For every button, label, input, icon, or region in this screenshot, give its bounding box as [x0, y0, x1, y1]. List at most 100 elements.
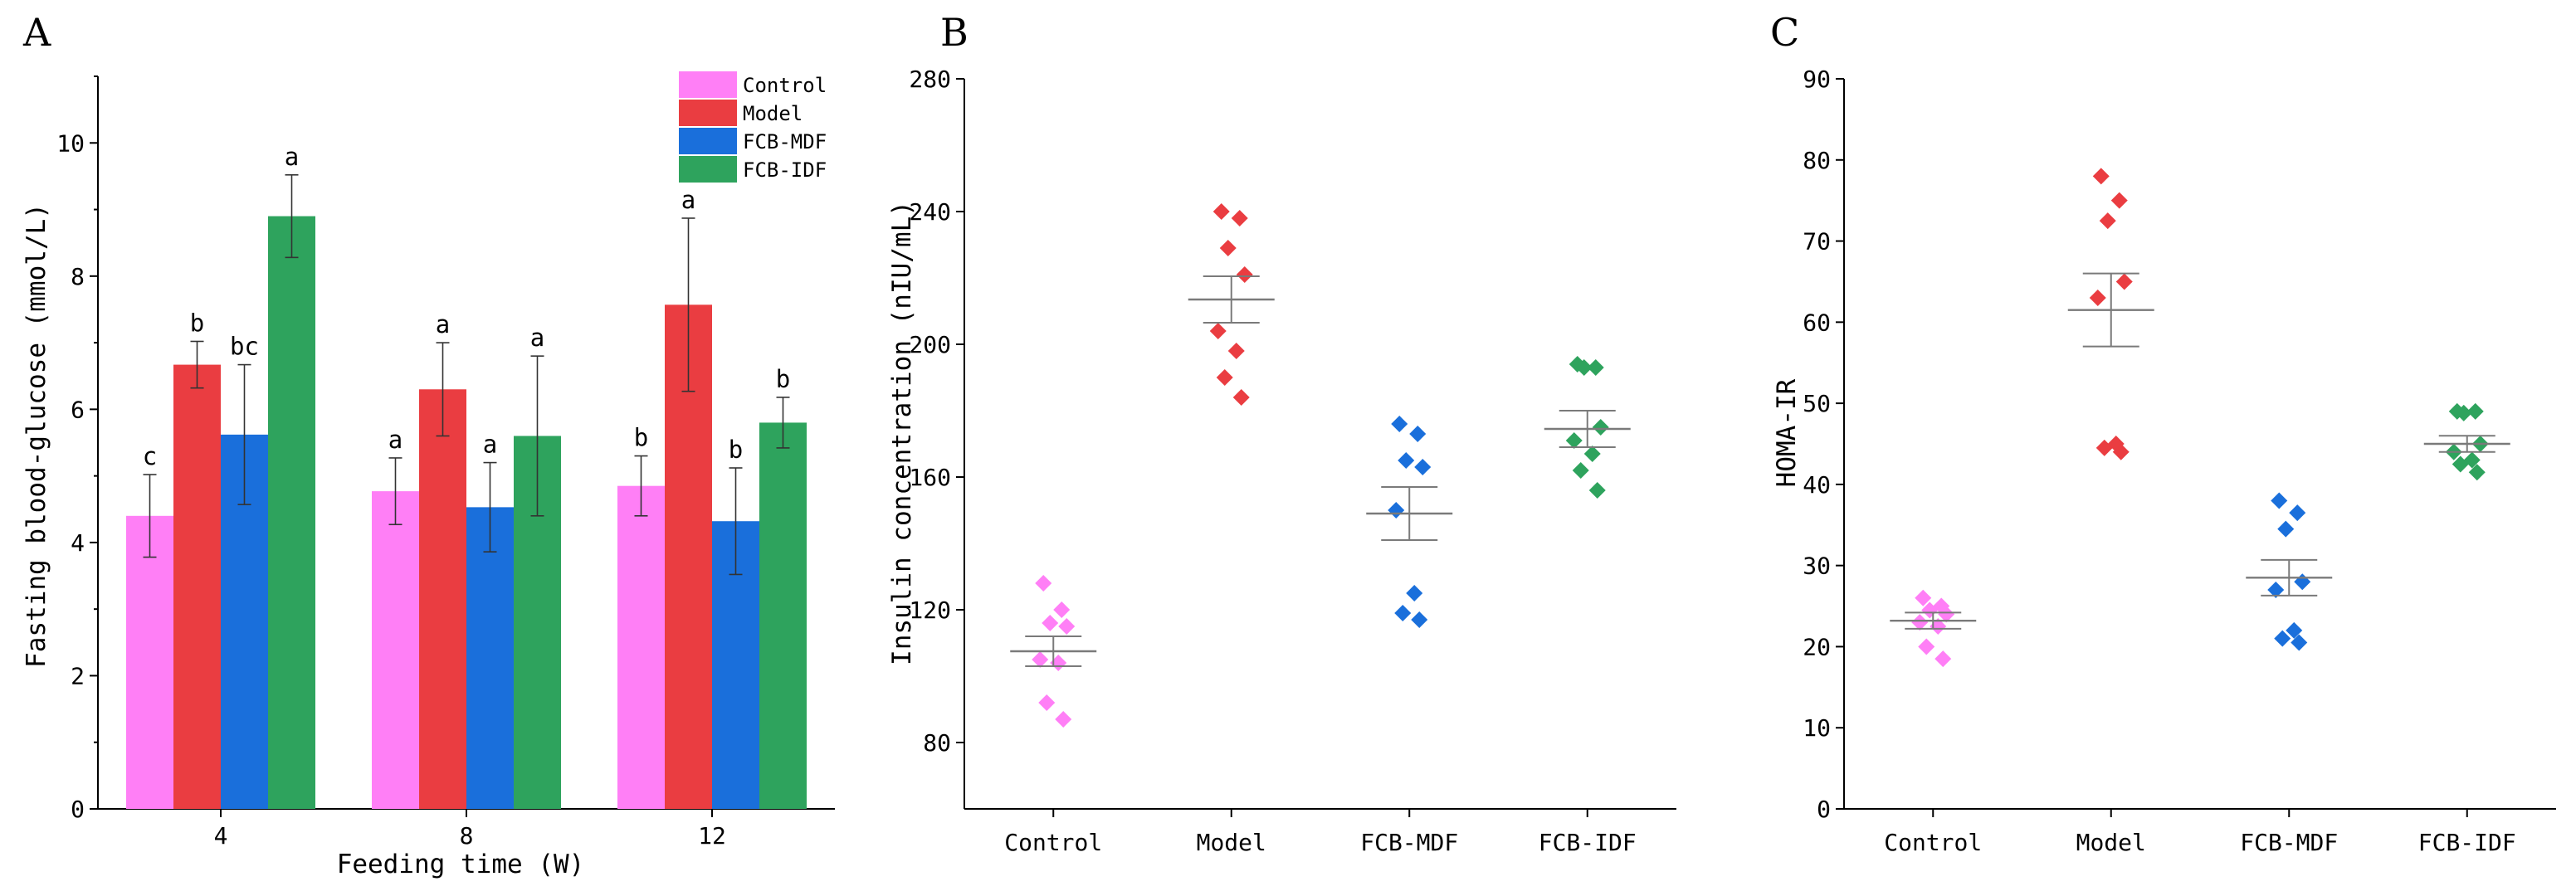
data-point-fcb-idf	[1583, 446, 1601, 462]
data-point-model	[1216, 369, 1233, 386]
data-point-control	[1058, 618, 1076, 635]
bar-fcb-idf-4w	[268, 216, 315, 809]
panel-c-y-tick-label: 40	[1803, 471, 1831, 499]
panel-c-y-tick-label: 10	[1803, 714, 1831, 742]
data-point-fcb-idf	[1587, 359, 1604, 376]
data-point-fcb-idf	[2455, 404, 2472, 421]
panel-c-x-tick-label: FCB-IDF	[2418, 829, 2516, 856]
panel-c-y-tick-label: 50	[1803, 390, 1831, 417]
data-point-fcb-mdf	[2271, 492, 2288, 509]
legend-swatch-fcb-mdf	[679, 128, 737, 154]
legend-label-fcb-mdf: FCB-MDF	[743, 130, 827, 153]
data-point-control	[1038, 694, 1056, 711]
panel-a-label: A	[22, 10, 51, 55]
data-point-control	[1911, 614, 1929, 631]
panel-c-homa-ir-scatter: C 0 10 20 30 40 50 60 70 80 90 Control Model FCB-MDF…	[1770, 10, 2556, 856]
data-point-control	[1918, 638, 1935, 655]
panel-b-y-tick-label: 80	[923, 729, 951, 757]
panel-c-y-tick-label: 70	[1803, 228, 1831, 256]
data-point-control	[1042, 615, 1059, 631]
significance-label: a	[483, 431, 497, 459]
panel-a-legend: Control Model FCB-MDF FCB-IDF	[679, 71, 827, 183]
data-point-model	[2099, 212, 2116, 230]
panel-a-y-tick-label: 4	[71, 529, 85, 557]
significance-label: b	[729, 436, 743, 464]
panel-c-x-tick-label: Model	[2076, 829, 2146, 856]
panel-b-y-tick-label: 120	[909, 597, 951, 624]
panel-b-y-tick-label: 160	[909, 464, 951, 491]
data-point-model	[1232, 389, 1250, 406]
data-point-model	[1227, 343, 1245, 359]
significance-label: b	[776, 365, 790, 393]
legend-swatch-fcb-idf	[679, 156, 737, 183]
panel-c-y-tick-label: 30	[1803, 553, 1831, 580]
data-point-control	[1934, 650, 1952, 668]
data-point-fcb-mdf	[2286, 621, 2303, 639]
data-point-model	[2095, 439, 2113, 456]
panel-c-y-tick-label: 20	[1803, 633, 1831, 660]
significance-label: a	[530, 324, 544, 352]
data-point-model	[2110, 192, 2128, 209]
panel-b-x-tick-label: FCB-MDF	[1360, 829, 1458, 856]
panel-c-y-axis-title: HOMA-IR	[1772, 378, 1802, 487]
data-point-fcb-idf	[2466, 402, 2484, 420]
panel-b-y-tick-label: 240	[909, 198, 951, 226]
data-point-fcb-mdf	[2267, 582, 2285, 598]
panel-b-x-tick-label: FCB-IDF	[1539, 829, 1637, 856]
data-point-fcb-mdf	[1398, 452, 1415, 469]
panel-c-y-tick-label: 0	[1817, 796, 1831, 823]
panel-c-y-tick-label: 80	[1803, 147, 1831, 174]
data-point-control	[1055, 711, 1072, 728]
data-point-fcb-mdf	[1409, 426, 1427, 442]
data-point-fcb-mdf	[2274, 630, 2291, 647]
bar-model-4w	[173, 364, 221, 809]
data-point-fcb-mdf	[2294, 573, 2311, 591]
data-point-model	[1231, 210, 1248, 226]
panel-c-x-tick-label: Control	[1884, 829, 1982, 856]
significance-label: c	[143, 442, 157, 470]
panel-b-y-axis-title: Insulin concentration (nIU/mL)	[887, 201, 917, 665]
data-point-fcb-idf	[1592, 419, 1609, 436]
data-point-fcb-idf	[2468, 464, 2486, 481]
bar-control-12w	[617, 485, 665, 809]
panel-a-x-tick-label: 8	[460, 822, 474, 850]
panel-a-y-axis-title: Fasting blood-glucose (mmol/L)	[22, 203, 51, 668]
data-point-model	[1236, 266, 1253, 283]
significance-label: b	[634, 424, 648, 452]
data-point-control	[1035, 575, 1052, 592]
bar-control-4w	[126, 515, 173, 809]
data-point-model	[1209, 323, 1227, 339]
data-point-control	[1053, 601, 1071, 618]
legend-label-fcb-idf: FCB-IDF	[743, 158, 827, 182]
data-point-model	[2092, 168, 2110, 185]
legend-swatch-model	[679, 100, 737, 126]
data-point-fcb-mdf	[2277, 520, 2295, 538]
panel-a-y-tick-label: 2	[71, 662, 85, 689]
panel-c-y-tick-label: 90	[1803, 66, 1831, 93]
data-point-fcb-mdf	[1391, 416, 1408, 432]
data-point-fcb-mdf	[2289, 504, 2306, 522]
data-point-fcb-mdf	[1388, 502, 1405, 519]
bar-model-8w	[419, 389, 466, 809]
data-point-fcb-idf	[1588, 482, 1606, 499]
data-point-model	[1212, 203, 1230, 220]
panel-a-x-axis-title: Feeding time (W)	[337, 850, 585, 879]
significance-label: a	[285, 143, 299, 171]
panel-b-x-tick-label: Control	[1004, 829, 1102, 856]
data-point-fcb-idf	[1572, 462, 1589, 479]
panel-b-label: B	[940, 10, 968, 55]
data-point-control	[1915, 589, 1932, 606]
panel-a-y-tick-label: 0	[71, 796, 85, 823]
panel-c-label: C	[1770, 10, 1799, 55]
bar-fcb-idf-12w	[759, 422, 807, 809]
data-point-model	[2112, 443, 2130, 460]
legend-swatch-control	[679, 71, 737, 98]
bar-fcb-mdf-8w	[466, 507, 514, 809]
significance-label: a	[436, 310, 450, 338]
significance-label: b	[190, 309, 204, 337]
data-point-fcb-idf	[1575, 359, 1593, 376]
data-point-fcb-mdf	[1411, 611, 1428, 628]
panel-a-y-tick-label: 10	[56, 129, 85, 157]
panel-b-x-tick-label: Model	[1197, 829, 1266, 856]
